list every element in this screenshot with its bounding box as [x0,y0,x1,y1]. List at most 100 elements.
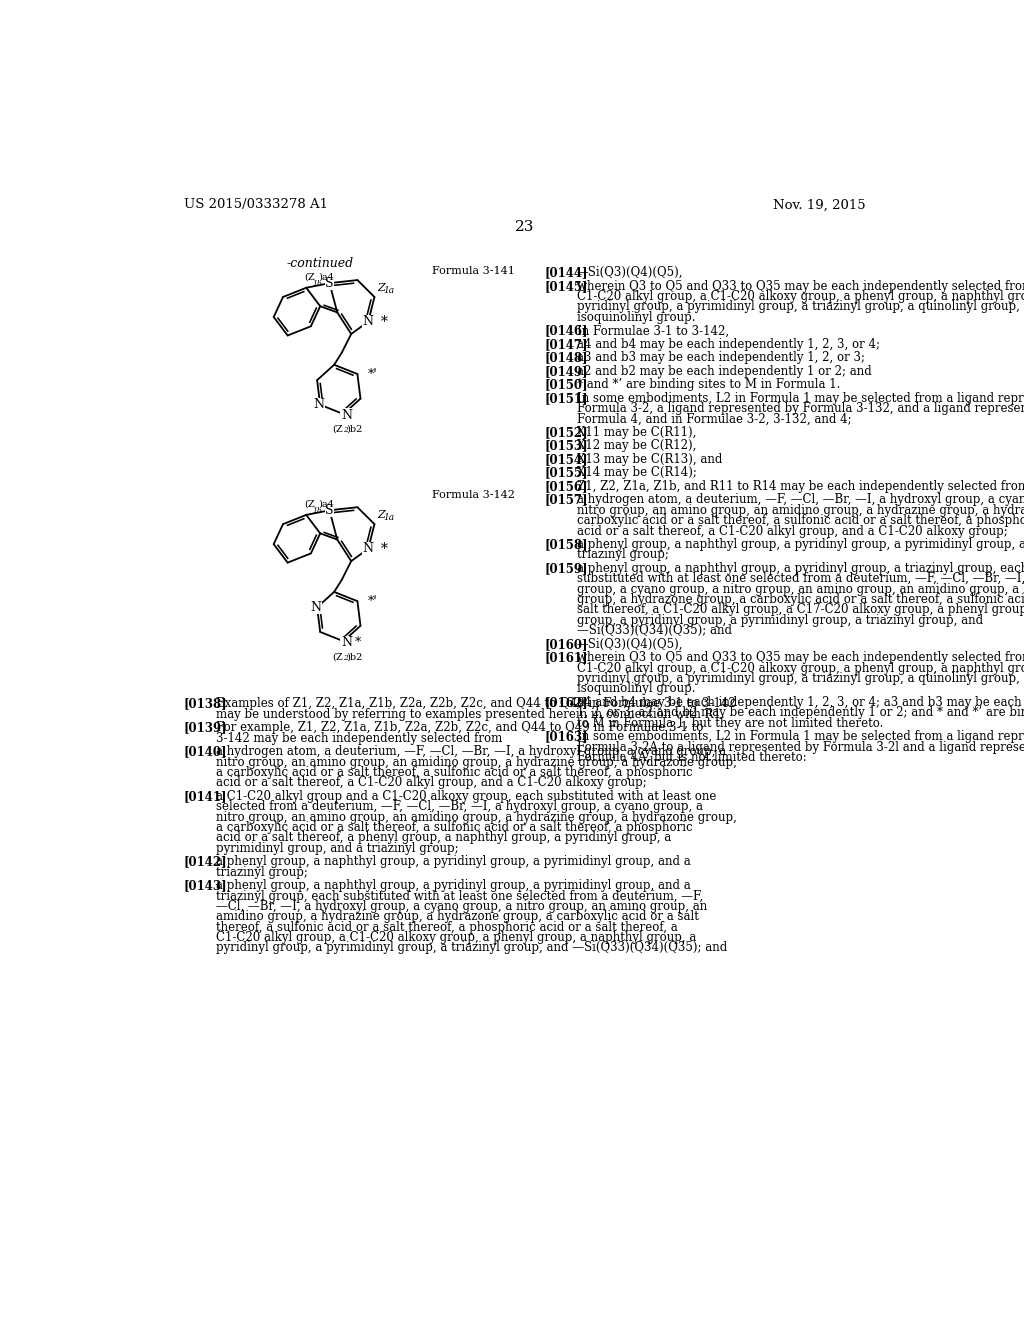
Text: (Z: (Z [333,425,343,434]
Text: -continued: -continued [287,257,353,271]
Text: nitro group, an amino group, an amidino group, a hydrazine group, a hydrazone gr: nitro group, an amino group, an amidino … [577,504,1024,516]
Text: isoquinolinyl group.: isoquinolinyl group. [577,682,695,696]
Text: [0154]: [0154] [544,453,588,466]
Text: 1b: 1b [312,280,323,288]
Text: [0144]: [0144] [544,267,588,280]
Text: [0162]: [0162] [544,696,588,709]
Text: US 2015/0333278 A1: US 2015/0333278 A1 [183,198,328,211]
Text: *: * [381,541,387,556]
Text: Z: Z [378,282,385,293]
Text: N: N [362,315,374,329]
Text: [0151]: [0151] [544,392,588,405]
Text: Formula 3-2, a ligand represented by Formula 3-132, and a ligand represented by: Formula 3-2, a ligand represented by For… [577,403,1024,414]
Text: a C1-C20 alkyl group and a C1-C20 alkoxy group, each substituted with at least o: a C1-C20 alkyl group and a C1-C20 alkoxy… [216,789,717,803]
Text: N: N [341,636,352,649]
Text: pyridinyl group, a pyrimidinyl group, a triazinyl group, a quinolinyl group, and: pyridinyl group, a pyrimidinyl group, a … [577,301,1024,313]
Text: nitro group, an amino group, an amidino group, a hydrazine group, a hydrazone gr: nitro group, an amino group, an amidino … [216,755,737,768]
Text: a3 and b3 may be each independently 1, 2, or 3;: a3 and b3 may be each independently 1, 2… [577,351,864,364]
Text: X14 may be C(R14);: X14 may be C(R14); [577,466,696,479]
Text: )a4: )a4 [318,500,335,508]
Text: a phenyl group, a naphthyl group, a pyridinyl group, a triazinyl group, each: a phenyl group, a naphthyl group, a pyri… [577,562,1024,576]
Text: group, a hydrazone group, a carboxylic acid or a salt thereof, a sulfonic acid o: group, a hydrazone group, a carboxylic a… [577,593,1024,606]
Text: pyridinyl group, a pyrimidinyl group, a triazinyl group, a quinolinyl group, and: pyridinyl group, a pyrimidinyl group, a … [577,672,1024,685]
Text: a phenyl group, a naphthyl group, a pyridinyl group, a pyrimidinyl group, and a: a phenyl group, a naphthyl group, a pyri… [216,855,691,869]
Text: N: N [313,399,325,412]
Text: a phenyl group, a naphthyl group, a pyridinyl group, a pyrimidinyl group, and a: a phenyl group, a naphthyl group, a pyri… [216,879,691,892]
Text: pyrimidinyl group, and a triazinyl group;: pyrimidinyl group, and a triazinyl group… [216,842,459,855]
Text: a hydrogen atom, a deuterium, —F, —Cl, —Br, —I, a hydroxyl group, a cyano group,: a hydrogen atom, a deuterium, —F, —Cl, —… [216,744,726,758]
Text: [0146]: [0146] [544,325,588,338]
Text: )a4: )a4 [318,272,335,281]
Text: N: N [341,409,352,422]
Text: acid or a salt thereof, a phenyl group, a naphthyl group, a pyridinyl group, a: acid or a salt thereof, a phenyl group, … [216,832,672,845]
Text: thereof, a sulfonic acid or a salt thereof, a phosphoric acid or a salt thereof,: thereof, a sulfonic acid or a salt there… [216,921,678,933]
Text: —Si(Q33)(Q34)(Q35); and: —Si(Q33)(Q34)(Q35); and [577,624,732,638]
Text: carboxylic acid or a salt thereof, a sulfonic acid or a salt thereof, a phosphor: carboxylic acid or a salt thereof, a sul… [577,515,1024,527]
Text: In Formulae 3-1 to 3-142,: In Formulae 3-1 to 3-142, [577,325,729,338]
Text: [0145]: [0145] [544,280,588,293]
Text: acid or a salt thereof, a C1-C20 alkyl group, and a C1-C20 alkoxy group;: acid or a salt thereof, a C1-C20 alkyl g… [216,776,647,789]
Text: [0149]: [0149] [544,364,588,378]
Text: salt thereof, a C1-C20 alkyl group, a C17-C20 alkoxy group, a phenyl group, a na: salt thereof, a C1-C20 alkyl group, a C1… [577,603,1024,616]
Text: [0156]: [0156] [544,480,588,492]
Text: a4 and b4 may be each independently 1, 2, 3, or 4;: a4 and b4 may be each independently 1, 2… [577,338,880,351]
Text: acid or a salt thereof, a C1-C20 alkyl group, and a C1-C20 alkoxy group;: acid or a salt thereof, a C1-C20 alkyl g… [577,524,1008,537]
Text: [0142]: [0142] [183,855,227,869]
Text: Examples of Z1, Z2, Z1a, Z1b, Z2a, Z2b, Z2c, and Q44 to Q49 in Formulae 3-1 to 3: Examples of Z1, Z2, Z1a, Z1b, Z2a, Z2b, … [216,697,736,710]
Text: * and *’ are binding sites to M in Formula 1.: * and *’ are binding sites to M in Formu… [577,379,840,391]
Text: *': *' [369,594,378,607]
Text: X12 may be C(R12),: X12 may be C(R12), [577,440,696,453]
Text: [0160]: [0160] [544,638,588,651]
Text: 3-142 may be each independently selected from: 3-142 may be each independently selected… [216,731,503,744]
Text: [0158]: [0158] [544,539,588,550]
Text: )b2: )b2 [346,652,362,661]
Text: X11 may be C(R11),: X11 may be C(R11), [577,426,696,440]
Text: a2 and b2 may be each independently 1 or 2; and: a2 and b2 may be each independently 1 or… [577,364,871,378]
Text: Formula 3-142: Formula 3-142 [432,490,515,499]
Text: For example, Z1, Z2, Z1a, Z1b, Z2a, Z2b, Z2c, and Q44 to Q49 in Formulae 3-1 to: For example, Z1, Z2, Z1a, Z1b, Z2a, Z2b,… [216,721,703,734]
Text: (Z: (Z [305,500,315,508]
Text: [0138]: [0138] [183,697,227,710]
Text: triazinyl group;: triazinyl group; [577,548,669,561]
Text: [0159]: [0159] [544,562,588,576]
Text: a hydrogen atom, a deuterium, —F, —Cl, —Br, —I, a hydroxyl group, a cyano group,: a hydrogen atom, a deuterium, —F, —Cl, —… [577,494,1024,507]
Text: substituted with at least one selected from a deuterium, —F, —Cl, —Br, —I, a hyd: substituted with at least one selected f… [577,573,1024,585]
Text: Z: Z [378,510,385,520]
Text: [0161]: [0161] [544,651,588,664]
Text: [0155]: [0155] [544,466,588,479]
Text: 1a: 1a [383,513,394,523]
Text: may be understood by referring to examples presented herein in connection with R: may be understood by referring to exampl… [216,708,725,721]
Text: (Z: (Z [305,272,315,281]
Text: [0148]: [0148] [544,351,588,364]
Text: [0140]: [0140] [183,744,227,758]
Text: X13 may be C(R13), and: X13 may be C(R13), and [577,453,722,466]
Text: *: * [354,636,360,649]
Text: [0143]: [0143] [183,879,227,892]
Text: Nov. 19, 2015: Nov. 19, 2015 [773,198,866,211]
Text: triazinyl group;: triazinyl group; [216,866,308,879]
Text: [0147]: [0147] [544,338,588,351]
Text: group, a cyano group, a nitro group, an amino group, an amidino group, a hydrazi: group, a cyano group, a nitro group, an … [577,582,1024,595]
Text: (Z: (Z [333,652,343,661]
Text: —Si(Q3)(Q4)(Q5),: —Si(Q3)(Q4)(Q5), [577,638,683,651]
Text: amidino group, a hydrazine group, a hydrazone group, a carboxylic acid or a salt: amidino group, a hydrazine group, a hydr… [216,911,699,923]
Text: nitro group, an amino group, an amidino group, a hydrazine group, a hydrazone gr: nitro group, an amino group, an amidino … [216,810,737,824]
Text: N: N [310,601,322,614]
Text: group, a pyridinyl group, a pyrimidinyl group, a triazinyl group, and: group, a pyridinyl group, a pyrimidinyl … [577,614,983,627]
Text: triazinyl group, each substituted with at least one selected from a deuterium, —: triazinyl group, each substituted with a… [216,890,703,903]
Text: wherein Q3 to Q5 and Q33 to Q35 may be each independently selected from a hydrog: wherein Q3 to Q5 and Q33 to Q35 may be e… [577,651,1024,664]
Text: 1b: 1b [312,507,323,515]
Text: C1-C20 alkyl group, a C1-C20 alkoxy group, a phenyl group, a naphthyl group, a: C1-C20 alkyl group, a C1-C20 alkoxy grou… [216,931,696,944]
Text: [0163]: [0163] [544,730,588,743]
Text: Z1, Z2, Z1a, Z1b, and R11 to R14 may be each independently selected from: Z1, Z2, Z1a, Z1b, and R11 to R14 may be … [577,480,1024,492]
Text: Formula 3-2A to a ligand represented by Formula 3-2l and a ligand represented by: Formula 3-2A to a ligand represented by … [577,741,1024,754]
Text: [0157]: [0157] [544,494,588,507]
Text: C1-C20 alkyl group, a C1-C20 alkoxy group, a phenyl group, a naphthyl group, a: C1-C20 alkyl group, a C1-C20 alkoxy grou… [577,290,1024,304]
Text: [0153]: [0153] [544,440,588,453]
Text: N: N [362,543,374,556]
Text: [0152]: [0152] [544,426,588,440]
Text: a4 and b4 may be each independently 1, 2, 3, or 4; a3 and b3 may be each indepen: a4 and b4 may be each independently 1, 2… [577,696,1024,709]
Text: *': *' [369,367,378,380]
Text: Formula 4A, but is not limited thereto:: Formula 4A, but is not limited thereto: [577,751,807,764]
Text: 2: 2 [343,653,347,661]
